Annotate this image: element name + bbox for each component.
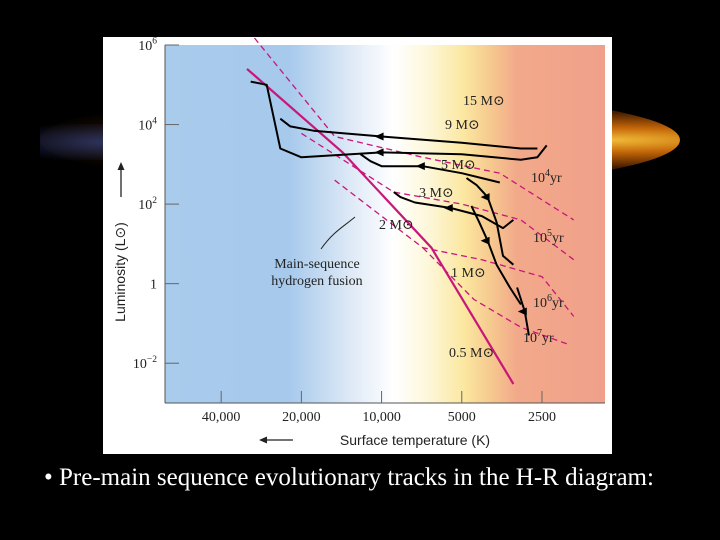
track-mass-label: 5 M⊙ bbox=[441, 158, 476, 173]
x-axis-label: Surface temperature (K) bbox=[340, 432, 490, 448]
y-tick-label: 1 bbox=[150, 278, 157, 293]
x-tick-label: 40,000 bbox=[202, 410, 241, 425]
track-direction-arrow bbox=[517, 307, 527, 316]
track-mass-label: 0.5 M⊙ bbox=[449, 346, 494, 361]
plot-area bbox=[165, 45, 605, 403]
hr-diagram-figure: 104yr 105yr 106yr 107yr Main-sequence hydroge… bbox=[103, 37, 612, 454]
main-sequence-line bbox=[246, 68, 515, 385]
x-tick-label: 5000 bbox=[448, 410, 476, 425]
track-mass-label: 3 M⊙ bbox=[419, 186, 454, 201]
y-axis-label: Luminosity (L⊙) bbox=[112, 222, 128, 322]
slide-caption: • Pre-main sequence evolutionary tracks … bbox=[44, 464, 654, 491]
y-tick-label: 10−2 bbox=[133, 355, 157, 372]
isochrone-label: 106yr bbox=[533, 293, 564, 311]
isochrone-line bbox=[422, 247, 569, 345]
track-direction-arrow bbox=[480, 236, 490, 245]
evolutionary-track bbox=[465, 177, 515, 266]
x-tick-label: 2500 bbox=[528, 410, 556, 425]
track-direction-arrow bbox=[374, 148, 384, 157]
main-sequence-label: hydrogen fusion bbox=[271, 274, 362, 289]
hr-diagram-chart: 104yr 105yr 106yr 107yr Main-sequence hydroge… bbox=[112, 37, 605, 448]
track-mass-label: 1 M⊙ bbox=[451, 266, 486, 281]
track-direction-arrow bbox=[443, 203, 453, 212]
y-tick-label: 106 bbox=[138, 37, 157, 54]
main-sequence-pointer bbox=[320, 216, 356, 250]
isochrone-label: 105yr bbox=[533, 228, 564, 246]
evolutionary-track bbox=[470, 205, 522, 306]
y-tick-label: 104 bbox=[138, 116, 157, 133]
track-mass-label: 15 M⊙ bbox=[463, 94, 505, 109]
track-direction-arrow bbox=[415, 162, 425, 171]
track-direction-arrow bbox=[480, 193, 490, 202]
x-tick-label: 20,000 bbox=[282, 410, 321, 425]
x-tick-label: 10,000 bbox=[362, 410, 401, 425]
track-direction-arrow bbox=[374, 132, 384, 141]
main-sequence-label: Main-sequence bbox=[274, 257, 360, 272]
isochrone-line bbox=[301, 132, 575, 261]
isochrone-line bbox=[253, 37, 575, 221]
track-mass-label: 9 M⊙ bbox=[445, 118, 480, 133]
isochrone-label: 104yr bbox=[531, 168, 562, 186]
y-axis-arrowhead bbox=[117, 162, 125, 170]
isochrone-label: 107yr bbox=[523, 328, 554, 346]
track-mass-label: 2 M⊙ bbox=[379, 218, 414, 233]
isochrone-line bbox=[334, 179, 575, 317]
y-tick-label: 102 bbox=[138, 196, 157, 213]
x-axis-arrowhead bbox=[259, 436, 267, 444]
